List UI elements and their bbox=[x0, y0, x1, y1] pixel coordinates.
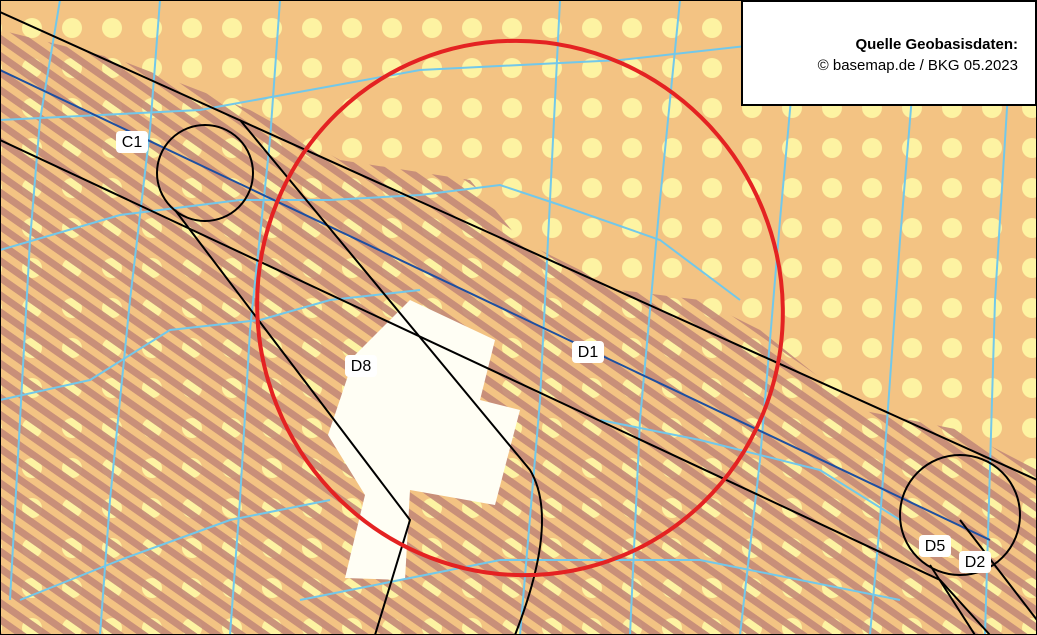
label-box bbox=[345, 355, 377, 377]
label-box bbox=[572, 341, 604, 363]
attribution-box bbox=[741, 0, 1037, 106]
power-line bbox=[0, 69, 991, 541]
attribution-text: © basemap.de / BKG 05.2023 bbox=[818, 57, 1018, 74]
labels: C1 D1 D8 D5 D2 bbox=[116, 131, 991, 573]
label-box bbox=[116, 131, 148, 153]
feature-label: D1 bbox=[578, 344, 599, 361]
label-box bbox=[959, 551, 991, 573]
feature-label: D2 bbox=[965, 554, 986, 571]
corridor-lines bbox=[0, 11, 1037, 635]
feature-label: D8 bbox=[351, 358, 372, 375]
label-box bbox=[919, 535, 951, 557]
attribution-title: Quelle Geobasisdaten: bbox=[855, 36, 1018, 53]
hatched-area bbox=[0, 30, 1037, 635]
feature-label: D5 bbox=[925, 538, 946, 555]
feature-label: C1 bbox=[122, 134, 143, 151]
study-area bbox=[255, 38, 785, 578]
